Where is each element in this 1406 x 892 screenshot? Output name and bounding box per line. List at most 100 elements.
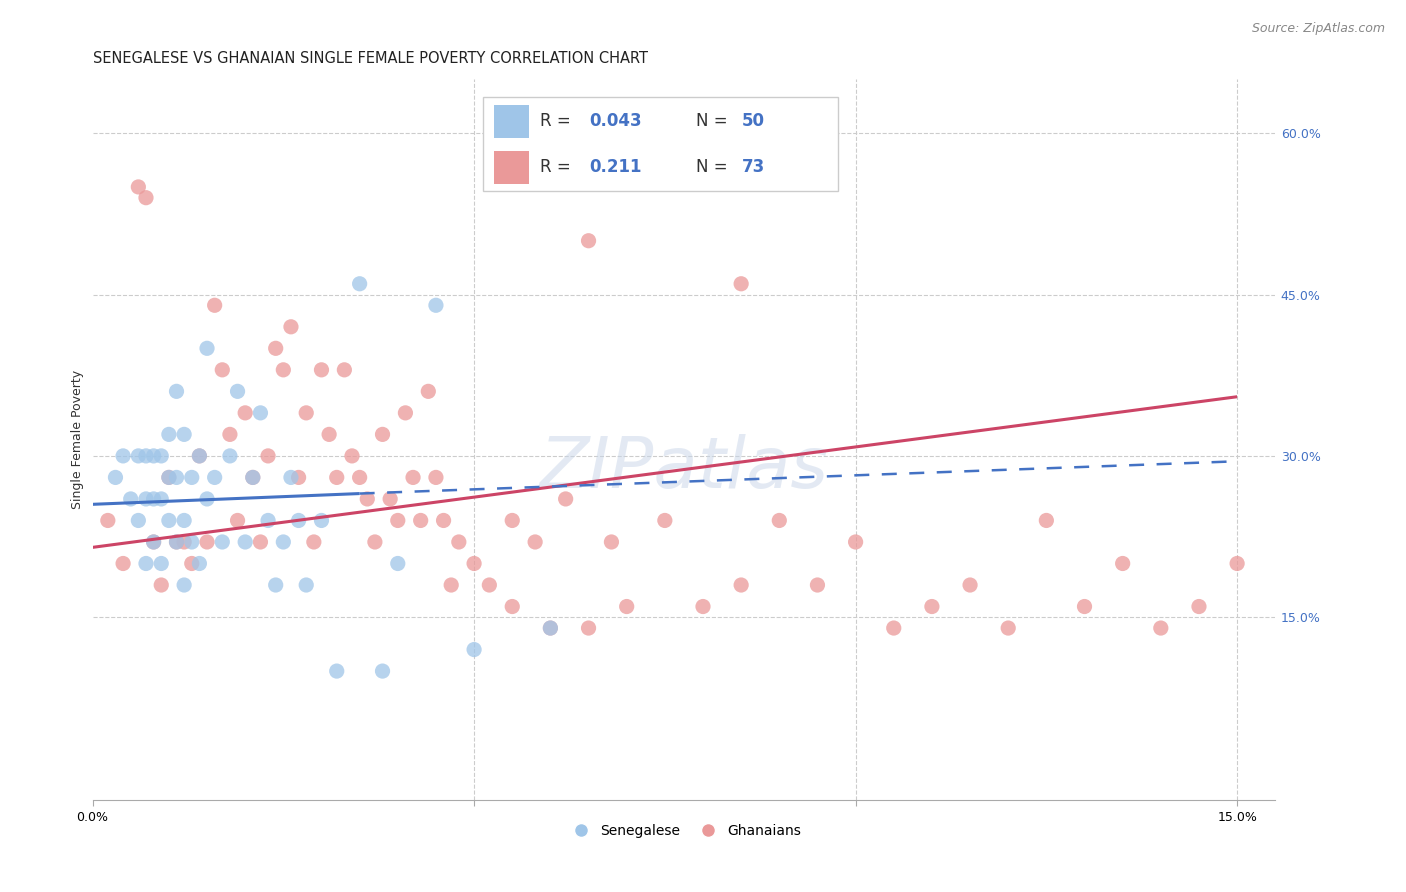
Point [326, 470, 349, 484]
Text: Source: ZipAtlas.com: Source: ZipAtlas.com [1251, 22, 1385, 36]
Point [1150, 621, 1173, 635]
Point [295, 578, 318, 592]
Point [242, 470, 264, 484]
Point [142, 535, 165, 549]
Point [730, 277, 752, 291]
Point [402, 470, 425, 484]
Point [302, 535, 325, 549]
Point [135, 449, 157, 463]
Point [226, 384, 249, 399]
Point [921, 599, 943, 614]
Point [112, 449, 135, 463]
Point [249, 535, 271, 549]
Point [364, 535, 387, 549]
Point [1035, 513, 1057, 527]
Point [349, 277, 371, 291]
Legend: Senegalese, Ghanaians: Senegalese, Ghanaians [561, 819, 807, 844]
Point [166, 470, 188, 484]
Point [997, 621, 1019, 635]
Point [249, 406, 271, 420]
Point [204, 470, 226, 484]
Point [233, 535, 256, 549]
Point [418, 384, 440, 399]
Point [264, 578, 287, 592]
Point [273, 535, 295, 549]
Point [127, 180, 149, 194]
Point [409, 513, 432, 527]
Point [394, 406, 416, 420]
Point [150, 578, 173, 592]
Point [264, 341, 287, 355]
Point [157, 470, 180, 484]
Point [150, 557, 173, 571]
Point [97, 513, 120, 527]
Point [188, 449, 211, 463]
Point [501, 599, 523, 614]
Point [135, 191, 157, 205]
Point [211, 363, 233, 377]
Point [425, 470, 447, 484]
Point [959, 578, 981, 592]
Point [150, 449, 173, 463]
Point [387, 513, 409, 527]
Point [806, 578, 828, 592]
Text: ZIPatlas: ZIPatlas [540, 434, 828, 503]
Point [478, 578, 501, 592]
Point [463, 642, 485, 657]
Point [280, 470, 302, 484]
Point [166, 535, 188, 549]
Point [135, 557, 157, 571]
Point [157, 513, 180, 527]
Point [242, 470, 264, 484]
Point [166, 535, 188, 549]
Point [578, 621, 600, 635]
Point [104, 470, 127, 484]
Point [616, 599, 638, 614]
Point [219, 427, 242, 442]
Point [463, 557, 485, 571]
Point [142, 491, 165, 506]
Point [204, 298, 226, 312]
Point [311, 363, 333, 377]
Point [501, 513, 523, 527]
Point [188, 449, 211, 463]
Point [127, 449, 149, 463]
Point [173, 513, 195, 527]
Point [173, 578, 195, 592]
Point [173, 427, 195, 442]
Point [378, 491, 401, 506]
Point [524, 535, 547, 549]
Point [578, 234, 600, 248]
Point [425, 298, 447, 312]
Point [273, 363, 295, 377]
Point [340, 449, 363, 463]
Point [287, 470, 309, 484]
Point [157, 427, 180, 442]
Point [447, 535, 470, 549]
Point [538, 621, 561, 635]
Text: SENEGALESE VS GHANAIAN SINGLE FEMALE POVERTY CORRELATION CHART: SENEGALESE VS GHANAIAN SINGLE FEMALE POV… [93, 51, 648, 66]
Point [311, 513, 333, 527]
Point [120, 491, 142, 506]
Point [538, 621, 561, 635]
Point [845, 535, 868, 549]
Point [333, 363, 356, 377]
Point [226, 513, 249, 527]
Point [195, 535, 218, 549]
Point [349, 470, 371, 484]
Point [371, 427, 394, 442]
Point [219, 449, 242, 463]
Point [554, 491, 576, 506]
Point [173, 535, 195, 549]
Point [157, 470, 180, 484]
Point [654, 513, 676, 527]
Point [257, 513, 280, 527]
Point [180, 557, 202, 571]
Point [600, 535, 623, 549]
Point [371, 664, 394, 678]
Point [112, 557, 135, 571]
Point [356, 491, 378, 506]
Point [142, 449, 165, 463]
Point [150, 491, 173, 506]
Point [432, 513, 454, 527]
